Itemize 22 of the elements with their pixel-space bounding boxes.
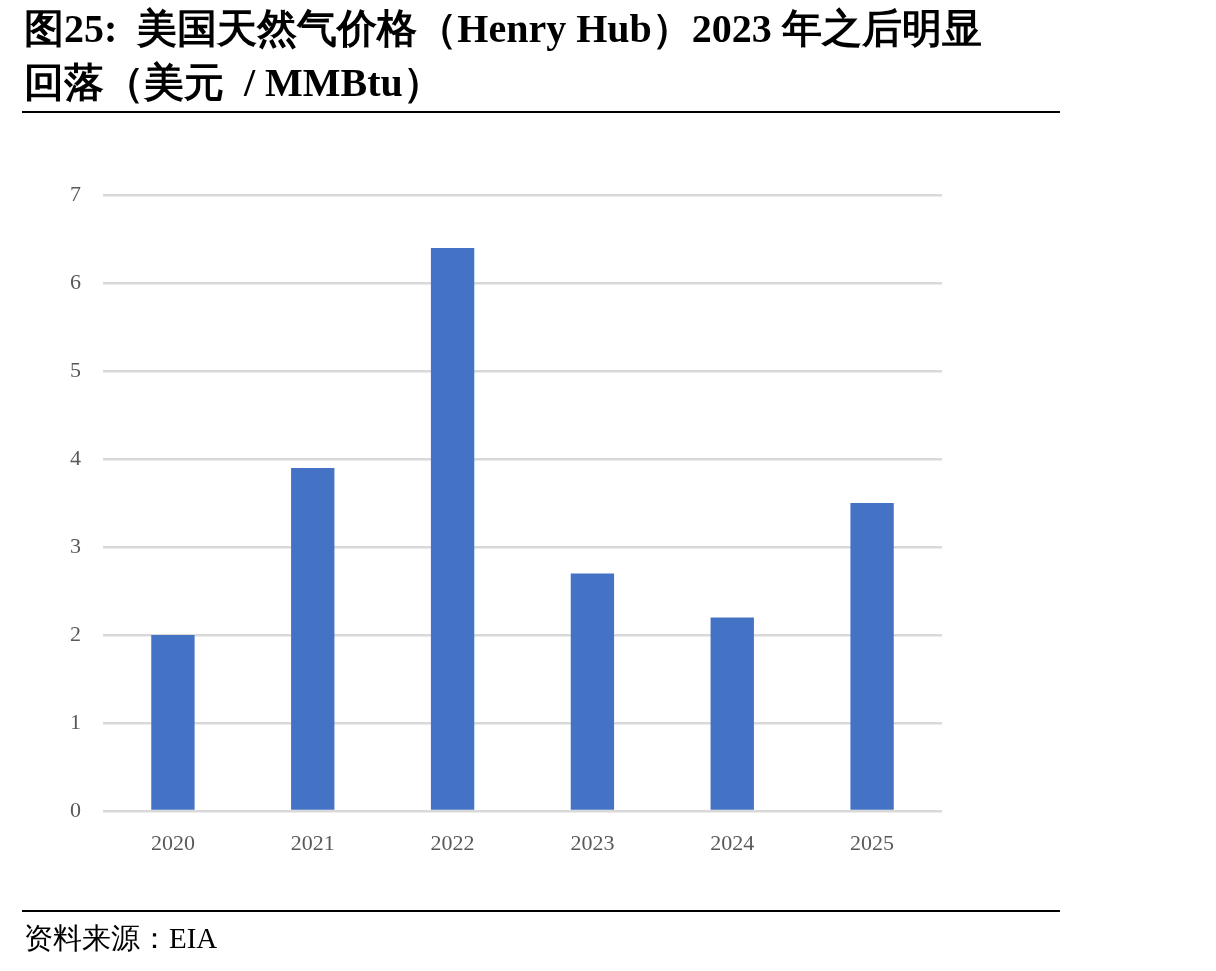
bar: [291, 467, 335, 810]
y-tick-label: 1: [70, 708, 81, 734]
x-tick-label: 2025: [850, 829, 895, 855]
x-tick-label: 2020: [150, 829, 195, 855]
bar: [850, 503, 894, 810]
x-tick-label: 2024: [710, 829, 755, 855]
y-tick-label: 6: [70, 268, 81, 294]
x-tick-label: 2021: [290, 829, 335, 855]
x-tick-label: 2022: [430, 829, 475, 855]
x-tick-label: 2023: [570, 829, 615, 855]
y-tick-label: 7: [70, 180, 81, 206]
y-tick-label: 3: [70, 532, 81, 558]
bar: [710, 617, 754, 810]
y-tick-label: 4: [70, 444, 81, 470]
bar: [151, 635, 195, 810]
y-tick-label: 0: [70, 796, 81, 822]
bar: [570, 573, 615, 810]
text: 资料来源：EIA: [24, 921, 218, 956]
y-tick-label: 2: [70, 620, 81, 646]
chart-title: 图25: 美国天然气价格（Henry Hub）2023 年之后明显回落（美元 / MMBtu）: [24, 5, 983, 107]
bar: [430, 247, 475, 810]
y-tick-label: 5: [70, 356, 81, 382]
